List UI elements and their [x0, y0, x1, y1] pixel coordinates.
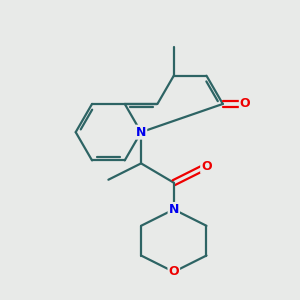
Text: N: N	[136, 126, 146, 139]
Text: O: O	[240, 98, 250, 110]
Text: O: O	[169, 266, 179, 278]
Text: O: O	[201, 160, 212, 173]
Text: N: N	[169, 203, 179, 216]
